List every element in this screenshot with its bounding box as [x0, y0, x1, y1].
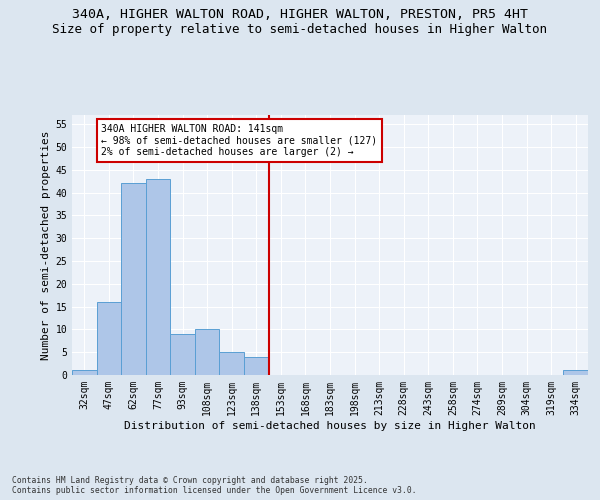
Text: Size of property relative to semi-detached houses in Higher Walton: Size of property relative to semi-detach… — [53, 22, 548, 36]
Text: 340A HIGHER WALTON ROAD: 141sqm
← 98% of semi-detached houses are smaller (127)
: 340A HIGHER WALTON ROAD: 141sqm ← 98% of… — [101, 124, 377, 158]
Bar — [244, 357, 269, 375]
Bar — [72, 370, 97, 375]
Bar — [146, 179, 170, 375]
Bar — [170, 334, 195, 375]
Bar — [97, 302, 121, 375]
Text: 340A, HIGHER WALTON ROAD, HIGHER WALTON, PRESTON, PR5 4HT: 340A, HIGHER WALTON ROAD, HIGHER WALTON,… — [72, 8, 528, 20]
Bar — [220, 352, 244, 375]
Text: Contains HM Land Registry data © Crown copyright and database right 2025.
Contai: Contains HM Land Registry data © Crown c… — [12, 476, 416, 495]
Y-axis label: Number of semi-detached properties: Number of semi-detached properties — [41, 130, 51, 360]
Bar — [121, 184, 146, 375]
Bar — [563, 370, 588, 375]
X-axis label: Distribution of semi-detached houses by size in Higher Walton: Distribution of semi-detached houses by … — [124, 420, 536, 430]
Bar — [195, 330, 220, 375]
